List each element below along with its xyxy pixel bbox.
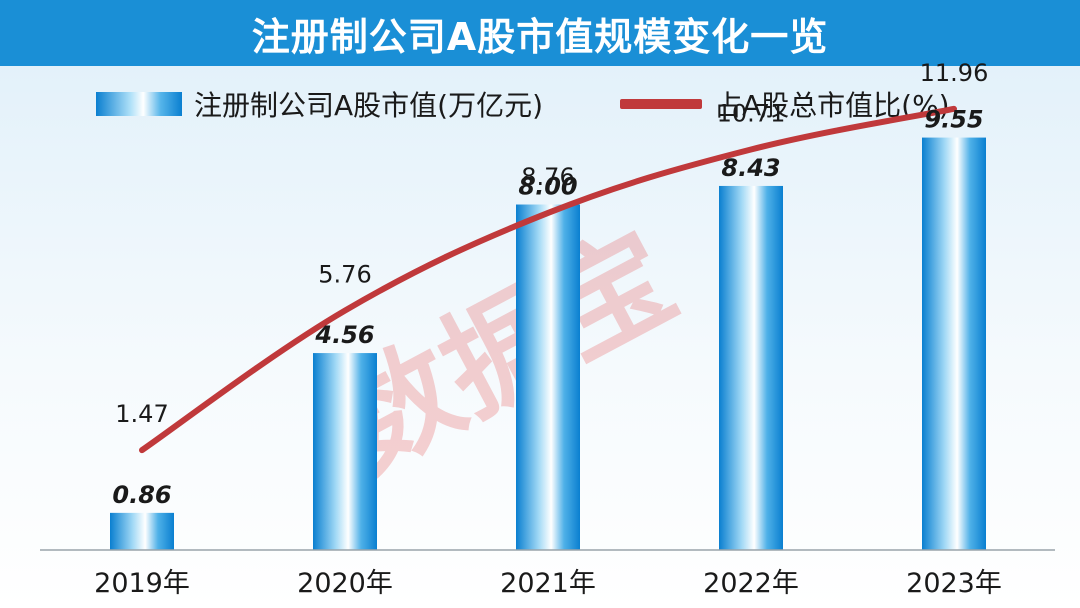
legend-label-bar: 注册制公司A股市值(万亿元)	[194, 89, 544, 122]
bar-2023年	[922, 137, 986, 550]
bar-2021年	[516, 204, 580, 550]
bar-2022年	[719, 185, 783, 550]
chart-title: 注册制公司A股市值规模变化一览	[251, 14, 829, 59]
x-tick-label: 2020年	[297, 568, 393, 599]
bar-value-label: 9.55	[924, 106, 983, 134]
series-line-percent	[139, 105, 957, 454]
x-tick-label: 2023年	[906, 568, 1002, 599]
legend-line-swatch	[620, 99, 702, 109]
bar-value-label: 8.43	[721, 154, 780, 182]
line-value-label: 10.71	[717, 100, 786, 128]
x-tick-label: 2019年	[94, 568, 190, 599]
line-value-label: 8.76	[521, 163, 574, 191]
x-tick-label: 2021年	[500, 568, 596, 599]
bar-value-label: 8.00	[518, 173, 577, 201]
legend-item-bar: 注册制公司A股市值(万亿元)	[96, 84, 543, 124]
bar-value-label: 0.86	[112, 481, 171, 509]
title-band: 注册制公司A股市值规模变化一览	[0, 0, 1080, 66]
legend-bar-swatch	[96, 92, 182, 116]
line-value-label: 1.47	[115, 400, 168, 428]
bar-value-label: 4.56	[314, 321, 374, 349]
bar-2019年	[110, 512, 174, 550]
bar-2020年	[313, 353, 377, 550]
line-value-label: 5.76	[318, 261, 371, 289]
line-value-label: 11.96	[920, 59, 989, 87]
x-tick-label: 2022年	[703, 568, 799, 599]
